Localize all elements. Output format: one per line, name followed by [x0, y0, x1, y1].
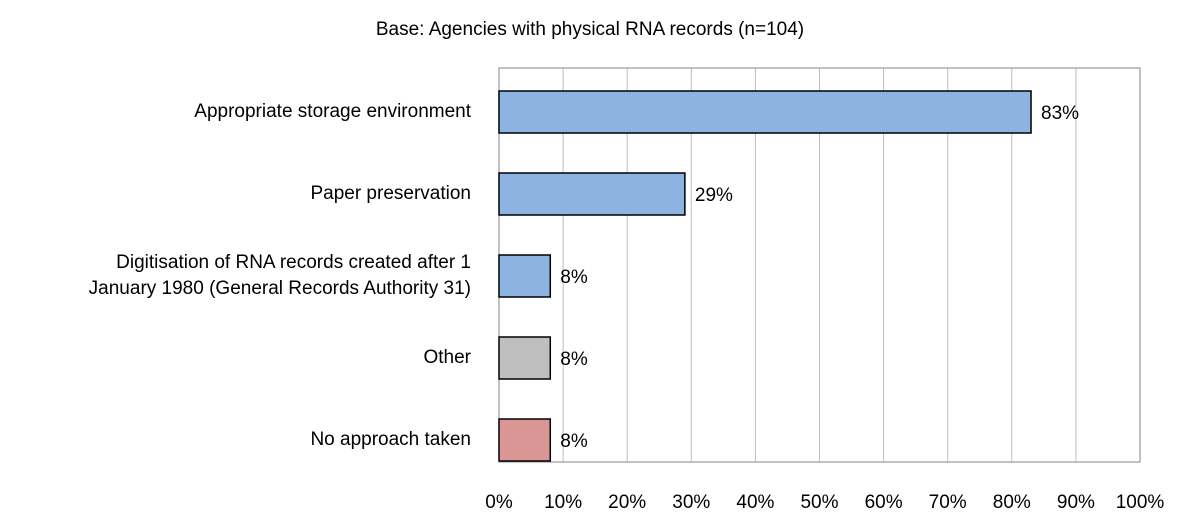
x-tick-label: 0%: [485, 492, 513, 513]
x-tick-label: 10%: [544, 492, 582, 513]
x-tick-label: 100%: [1116, 492, 1165, 513]
data-label: 29%: [695, 185, 733, 206]
category-label: Paper preservation: [310, 183, 471, 204]
x-tick-label: 20%: [608, 492, 646, 513]
x-tick-label: 60%: [865, 492, 903, 513]
bar: [498, 254, 552, 298]
x-tick-label: 80%: [993, 492, 1031, 513]
data-label: 83%: [1041, 103, 1079, 124]
category-label: Digitisation of RNA records created afte…: [88, 252, 471, 299]
bar: [498, 172, 686, 216]
x-tick-label: 30%: [672, 492, 710, 513]
category-label: Appropriate storage environment: [194, 101, 471, 122]
chart-title: Base: Agencies with physical RNA records…: [376, 19, 804, 40]
x-tick-label: 70%: [929, 492, 967, 513]
bar: [498, 336, 552, 380]
data-label: 8%: [560, 431, 588, 452]
category-label: No approach taken: [310, 429, 471, 450]
x-tick-label: 50%: [800, 492, 838, 513]
x-tick-label: 90%: [1057, 492, 1095, 513]
bar: [498, 418, 552, 462]
data-label: 8%: [560, 267, 588, 288]
bar: [498, 90, 1032, 134]
data-label: 8%: [560, 349, 588, 370]
x-tick-label: 40%: [736, 492, 774, 513]
category-label: Other: [423, 347, 471, 368]
